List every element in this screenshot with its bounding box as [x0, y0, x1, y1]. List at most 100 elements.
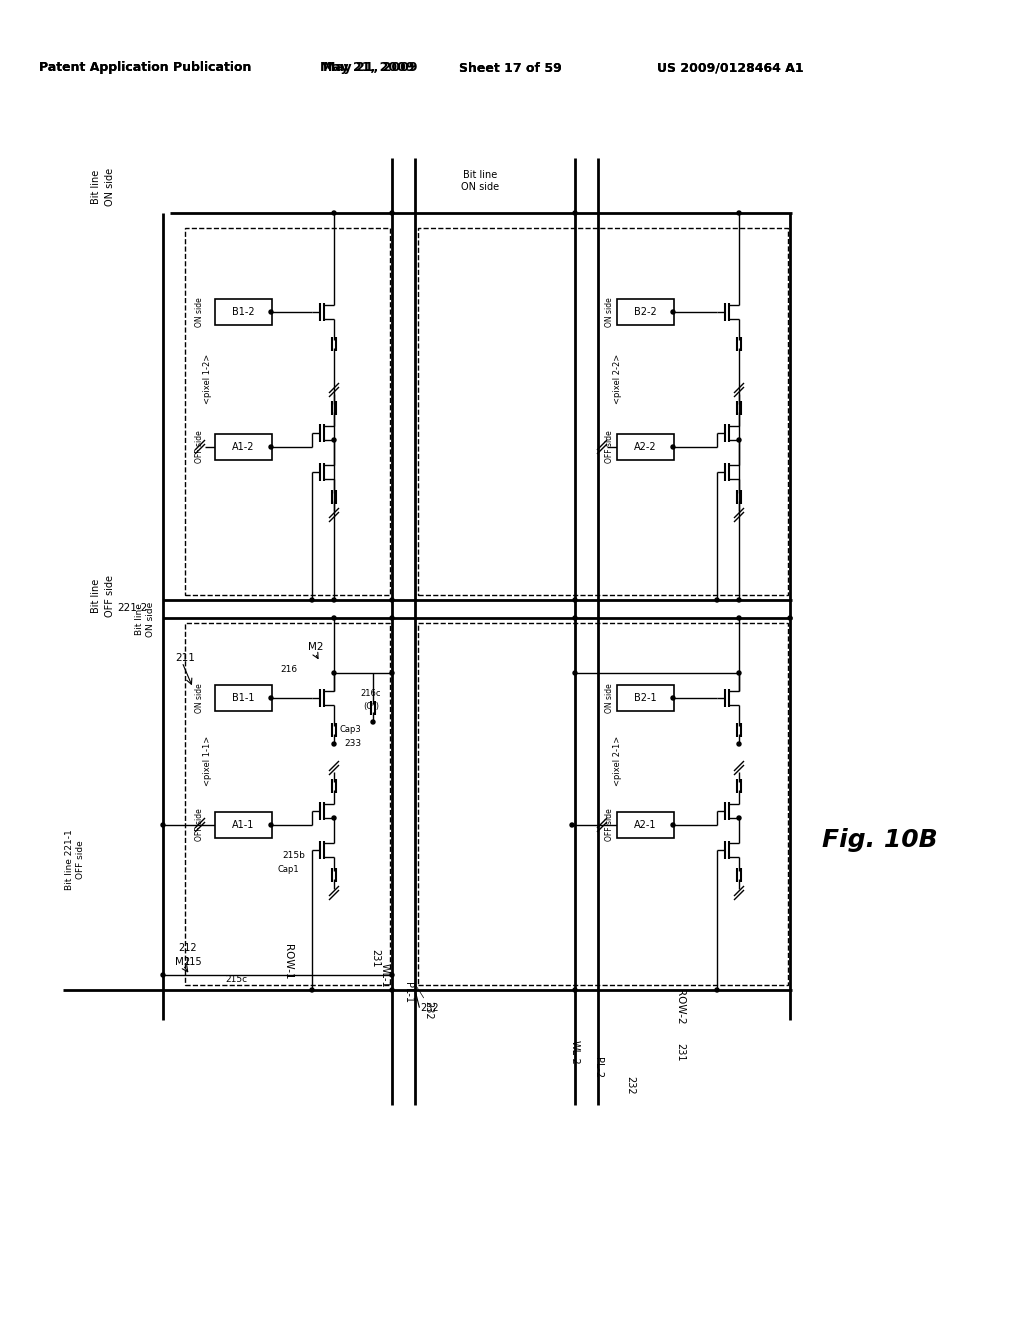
Circle shape — [161, 973, 165, 977]
Text: US 2009/0128464 A1: US 2009/0128464 A1 — [656, 62, 803, 74]
Circle shape — [737, 211, 741, 215]
Circle shape — [737, 816, 741, 820]
Text: ON side: ON side — [195, 297, 204, 327]
Text: Bit line
OFF side: Bit line OFF side — [91, 576, 115, 616]
Circle shape — [671, 310, 675, 314]
Circle shape — [371, 719, 375, 723]
Circle shape — [573, 987, 577, 993]
Bar — [617, 300, 674, 325]
Text: ON side: ON side — [604, 297, 613, 327]
Text: ON side: ON side — [195, 684, 204, 713]
Text: 232: 232 — [417, 986, 439, 1012]
Circle shape — [390, 973, 394, 977]
Text: Sheet 17 of 59: Sheet 17 of 59 — [459, 62, 561, 74]
Circle shape — [161, 822, 165, 828]
Circle shape — [737, 616, 741, 620]
Circle shape — [269, 696, 273, 700]
Text: 232: 232 — [625, 1076, 635, 1094]
Circle shape — [737, 671, 741, 675]
Text: PL-2: PL-2 — [593, 1057, 603, 1078]
Circle shape — [390, 211, 394, 215]
Bar — [418, 228, 788, 595]
Bar — [215, 685, 272, 711]
Text: ROW-1: ROW-1 — [283, 944, 293, 979]
Circle shape — [390, 616, 394, 620]
Circle shape — [332, 211, 336, 215]
Circle shape — [570, 822, 574, 828]
Bar — [617, 434, 674, 459]
Circle shape — [332, 671, 336, 675]
Text: <pixel 1-2>: <pixel 1-2> — [203, 354, 212, 404]
Text: Bit line
ON side: Bit line ON side — [461, 170, 499, 191]
Circle shape — [390, 671, 394, 675]
Text: A1-1: A1-1 — [231, 820, 254, 830]
Text: 233: 233 — [344, 739, 361, 748]
Text: 215c: 215c — [225, 975, 247, 985]
Text: A2-2: A2-2 — [634, 442, 656, 451]
Text: 212: 212 — [178, 942, 197, 953]
Circle shape — [332, 616, 336, 620]
Circle shape — [737, 598, 741, 602]
Text: B1-2: B1-2 — [231, 308, 254, 317]
Text: 215: 215 — [183, 957, 202, 968]
Text: 215b: 215b — [282, 850, 305, 859]
Bar — [185, 228, 390, 595]
Text: Bit line
ON side: Bit line ON side — [91, 168, 115, 206]
Bar — [185, 623, 390, 985]
Bar — [215, 434, 272, 459]
Bar — [418, 623, 788, 985]
Text: 231: 231 — [370, 949, 380, 968]
Text: Cap3: Cap3 — [340, 726, 361, 734]
Text: OFF side: OFF side — [604, 430, 613, 463]
Text: 232: 232 — [423, 1001, 433, 1019]
Circle shape — [715, 987, 719, 993]
Circle shape — [573, 598, 577, 602]
Circle shape — [573, 671, 577, 675]
Text: 221-2: 221-2 — [118, 603, 148, 612]
Text: Patent Application Publication: Patent Application Publication — [39, 62, 251, 74]
Text: OFF side: OFF side — [195, 430, 204, 463]
Text: <pixel 2-1>: <pixel 2-1> — [612, 735, 622, 787]
Text: (Cᴿ): (Cᴿ) — [362, 701, 379, 710]
Text: Patent Application Publication: Patent Application Publication — [39, 62, 251, 74]
Circle shape — [737, 438, 741, 442]
Circle shape — [310, 598, 314, 602]
Text: May 21, 2009: May 21, 2009 — [319, 62, 415, 74]
Circle shape — [573, 616, 577, 620]
Text: B1-1: B1-1 — [231, 693, 254, 704]
Text: Bit line 221-1
OFF side: Bit line 221-1 OFF side — [65, 830, 85, 891]
Circle shape — [737, 742, 741, 746]
Circle shape — [332, 816, 336, 820]
Circle shape — [269, 445, 273, 449]
Text: 216: 216 — [280, 665, 297, 675]
Text: <pixel 1-1>: <pixel 1-1> — [203, 735, 212, 787]
Text: PL-1: PL-1 — [403, 982, 413, 1003]
Bar — [617, 685, 674, 711]
Circle shape — [671, 822, 675, 828]
Bar — [215, 300, 272, 325]
Text: A2-1: A2-1 — [634, 820, 656, 830]
Text: Sheet 17 of 59: Sheet 17 of 59 — [459, 62, 561, 74]
Text: 211: 211 — [175, 653, 195, 663]
Circle shape — [332, 742, 336, 746]
Text: A1-2: A1-2 — [231, 442, 254, 451]
Circle shape — [310, 987, 314, 993]
Circle shape — [390, 987, 394, 993]
Text: Fig. 10B: Fig. 10B — [822, 828, 938, 851]
Circle shape — [573, 211, 577, 215]
Circle shape — [332, 438, 336, 442]
Text: WL-1: WL-1 — [380, 962, 390, 987]
Circle shape — [269, 310, 273, 314]
Text: ON side: ON side — [604, 684, 613, 713]
Circle shape — [269, 822, 273, 828]
Text: <pixel 2-2>: <pixel 2-2> — [612, 354, 622, 404]
Circle shape — [390, 598, 394, 602]
Text: 231: 231 — [675, 1043, 685, 1061]
Text: May 21, 2009: May 21, 2009 — [323, 62, 417, 74]
Bar — [215, 812, 272, 838]
Text: ROW-2: ROW-2 — [675, 989, 685, 1024]
Text: B2-1: B2-1 — [634, 693, 656, 704]
Text: US 2009/0128464 A1: US 2009/0128464 A1 — [656, 62, 803, 74]
Text: Bit line
ON side: Bit line ON side — [134, 602, 156, 636]
Circle shape — [715, 598, 719, 602]
